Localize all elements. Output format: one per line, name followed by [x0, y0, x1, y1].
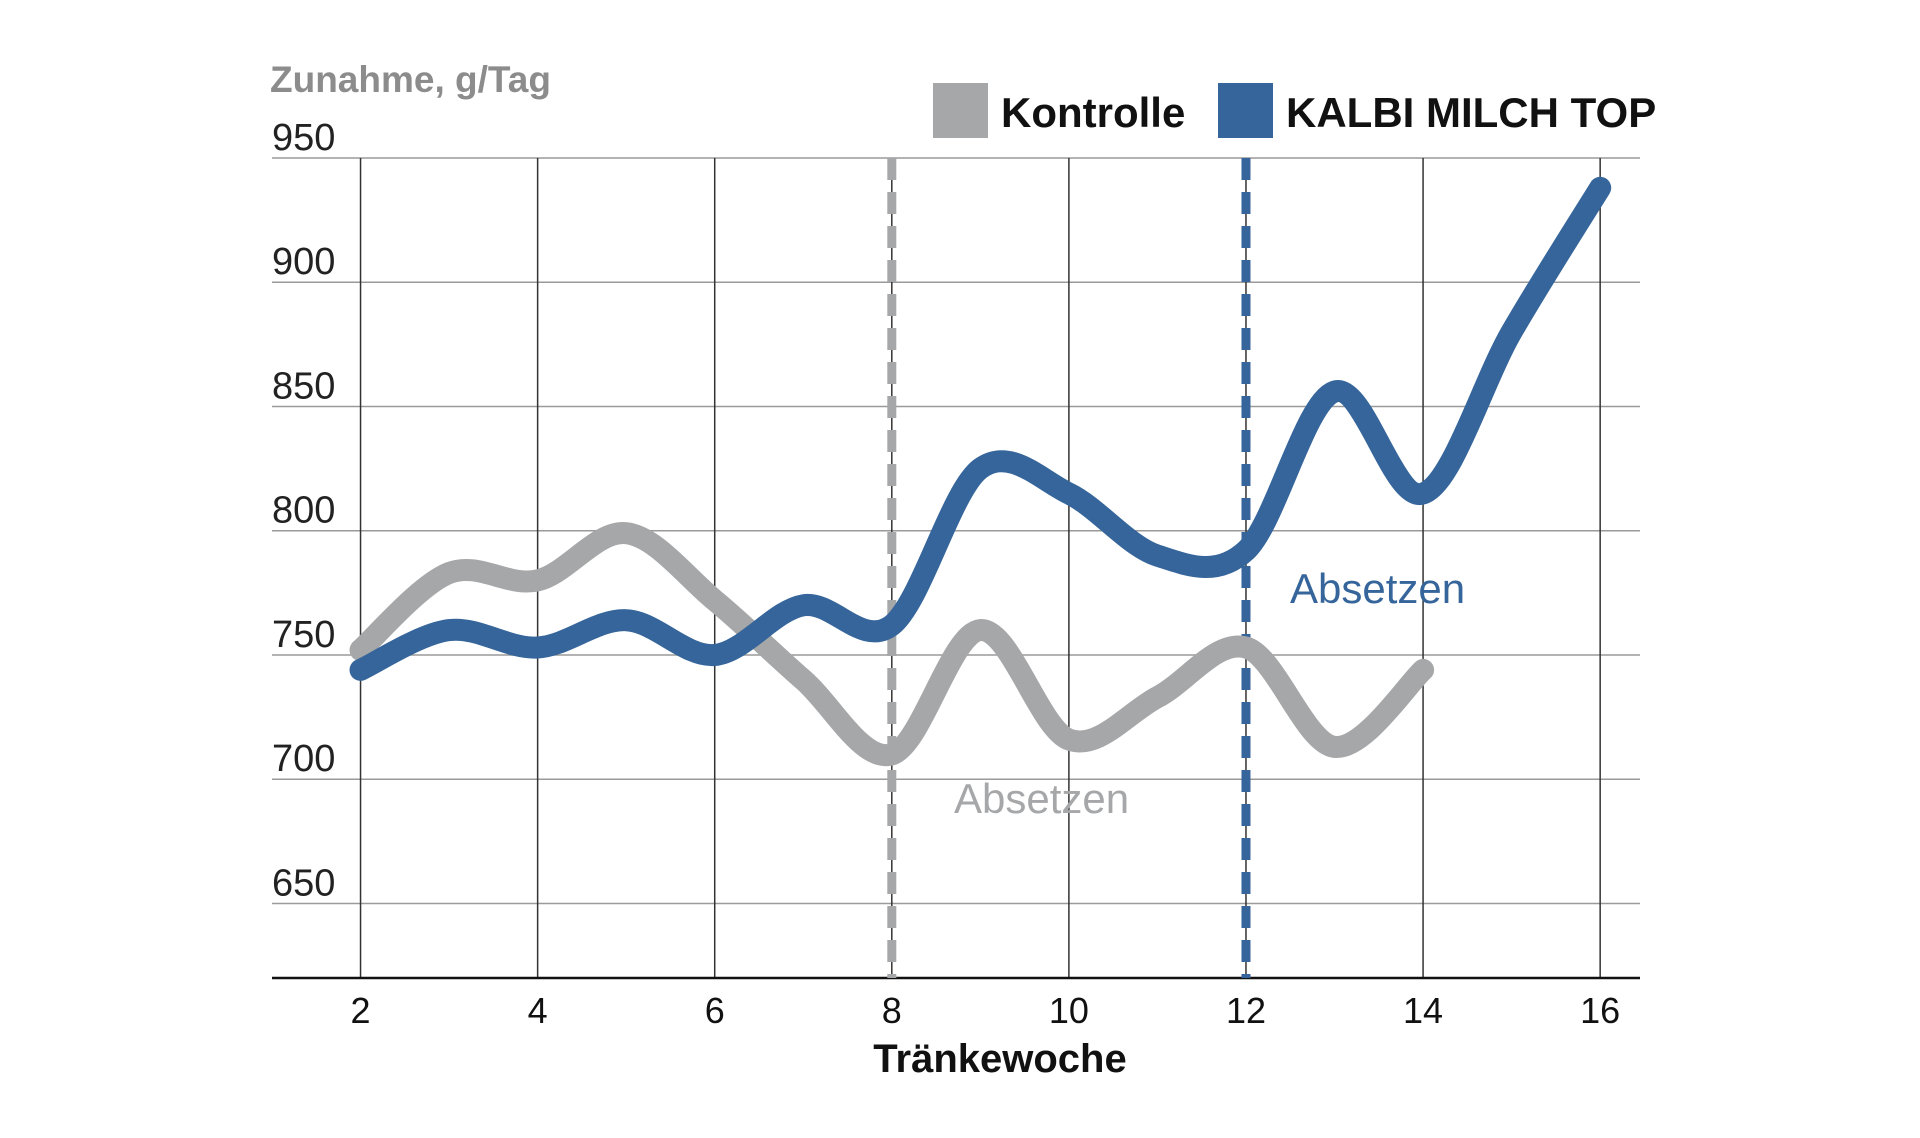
x-tick-label-8: 8	[882, 990, 902, 1031]
y-axis-label: Zunahme, g/Tag	[270, 59, 551, 100]
annotation-absetzen-kontrolle: Absetzen	[954, 775, 1129, 822]
x-tick-label-14: 14	[1403, 990, 1443, 1031]
y-tick-label-700: 700	[272, 738, 335, 780]
x-axis-label: Tränkewoche	[873, 1037, 1126, 1081]
legend: Kontrolle KALBI MILCH TOP	[933, 83, 1656, 138]
series-line-kalbi-milch-top	[349, 176, 1612, 681]
weaning-markers	[887, 158, 1251, 978]
tick-labels: 650 700 750 800 850 900 950 2 4 6 8 10 12 14 16	[272, 117, 1620, 1031]
x-tick-label-6: 6	[705, 990, 725, 1031]
y-tick-label-650: 650	[272, 862, 335, 904]
legend-label-kalbi-milch-top: KALBI MILCH TOP	[1286, 89, 1656, 136]
y-tick-label-900: 900	[272, 241, 335, 283]
y-tick-label-950: 950	[272, 117, 335, 159]
y-tick-label-850: 850	[272, 365, 335, 407]
y-tick-label-800: 800	[272, 490, 335, 532]
x-tick-label-10: 10	[1049, 990, 1089, 1031]
legend-label-kontrolle: Kontrolle	[1001, 89, 1185, 136]
legend-swatch-kalbi-milch-top	[1218, 83, 1273, 138]
y-tick-label-750: 750	[272, 614, 335, 656]
x-tick-label-2: 2	[351, 990, 371, 1031]
x-tick-label-16: 16	[1580, 990, 1620, 1031]
x-tick-label-4: 4	[528, 990, 548, 1031]
annotation-absetzen-kalbi: Absetzen	[1290, 565, 1465, 612]
series-line-kontrolle	[349, 522, 1435, 767]
series-lines	[349, 176, 1612, 767]
legend-swatch-kontrolle	[933, 83, 988, 138]
x-tick-label-12: 12	[1226, 990, 1266, 1031]
